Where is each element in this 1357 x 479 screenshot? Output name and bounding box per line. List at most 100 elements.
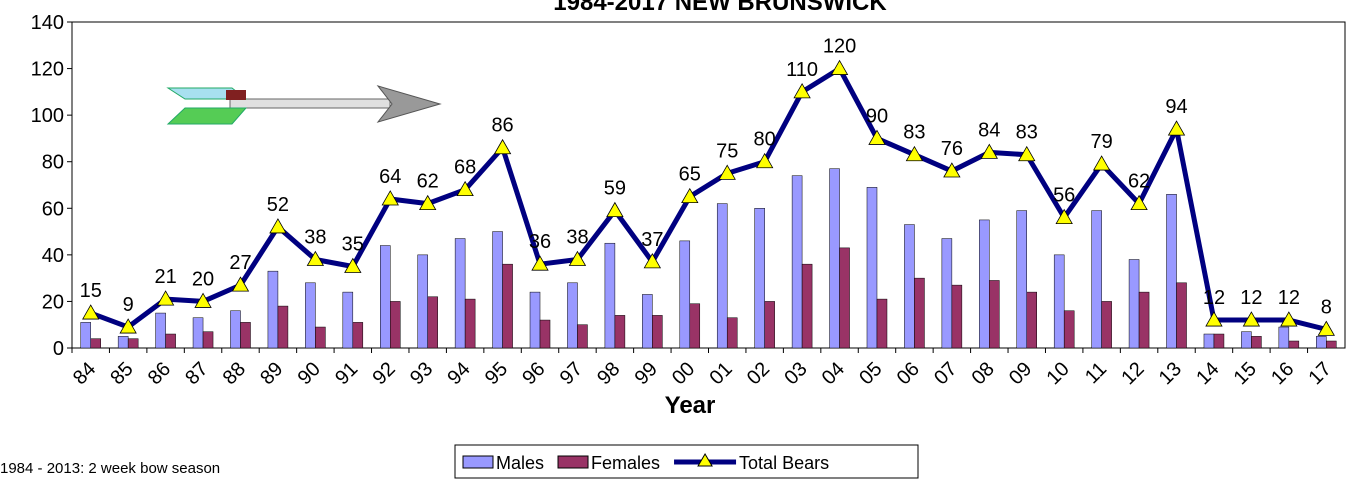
legend-label: Total Bears — [739, 453, 829, 473]
line-marker — [1280, 311, 1298, 327]
data-label: 12 — [1240, 287, 1262, 309]
bar — [427, 296, 438, 349]
data-label: 20 — [192, 268, 214, 290]
line-marker — [793, 83, 811, 99]
bar — [726, 317, 738, 349]
line-marker — [1205, 311, 1223, 327]
x-tick-label: 01 — [705, 358, 736, 389]
line-marker — [156, 290, 175, 306]
x-tick-label: 97 — [556, 358, 587, 389]
data-label: 56 — [1053, 185, 1075, 207]
data-label: 65 — [679, 164, 701, 186]
x-tick-label: 89 — [256, 358, 287, 389]
bar — [989, 280, 1000, 349]
line-marker — [119, 318, 137, 334]
line-marker — [231, 276, 250, 292]
line-marker — [1317, 320, 1335, 336]
data-label: 79 — [1091, 131, 1113, 153]
bar — [539, 319, 551, 349]
arrow-decoration — [166, 85, 442, 125]
legend-label: Males — [496, 453, 544, 473]
x-tick-label: 17 — [1305, 358, 1336, 389]
bar — [941, 238, 953, 349]
bar — [716, 203, 728, 349]
x-tick-label: 85 — [106, 358, 137, 389]
data-label: 83 — [903, 122, 925, 144]
bar — [1316, 336, 1327, 349]
line-marker — [381, 190, 399, 206]
y-tick-label: 80 — [42, 152, 64, 174]
legend-marker — [697, 453, 713, 467]
bar — [80, 322, 91, 349]
data-label: 62 — [1128, 171, 1150, 193]
legend: Males Females Total Bears — [454, 444, 919, 479]
line-marker — [755, 152, 774, 169]
x-tick-label: 08 — [968, 358, 999, 389]
line — [89, 66, 1327, 332]
data-label: 110 — [786, 59, 818, 81]
x-tick-label: 94 — [443, 358, 474, 389]
data-label: 59 — [604, 178, 626, 200]
line-marker — [681, 187, 699, 204]
bar — [866, 187, 878, 349]
data-label: 80 — [754, 129, 776, 151]
bar — [390, 301, 401, 349]
bar — [1026, 291, 1037, 349]
bar — [117, 336, 129, 349]
x-tick-label: 86 — [144, 358, 175, 389]
bar — [914, 277, 925, 349]
x-tick-label: 14 — [1192, 358, 1223, 389]
bar — [1016, 210, 1027, 349]
y-tick-label: 40 — [42, 245, 64, 267]
bar — [689, 303, 701, 349]
x-tick-label: 07 — [930, 358, 961, 389]
line-marker — [344, 257, 362, 273]
x-tick-label: 96 — [518, 358, 549, 389]
legend-swatch — [557, 455, 589, 469]
x-tick-label: 12 — [1117, 358, 1148, 389]
x-tick-label: 02 — [743, 358, 774, 389]
bar — [1251, 336, 1262, 349]
data-label: 37 — [641, 229, 663, 251]
bar — [277, 305, 289, 349]
data-label: 12 — [1278, 287, 1300, 309]
bar — [1213, 333, 1225, 349]
data-label: 38 — [566, 227, 588, 249]
y-tick-label: 60 — [42, 198, 64, 220]
x-tick-label: 11 — [1081, 358, 1111, 388]
x-tick-label: 90 — [294, 358, 325, 389]
bar — [502, 263, 513, 349]
bar — [1063, 310, 1075, 349]
bar — [791, 175, 803, 349]
bar — [230, 310, 241, 349]
data-label: 64 — [379, 166, 401, 188]
data-label: 68 — [454, 157, 476, 179]
line-marker — [269, 218, 287, 234]
y-tick-label: 140 — [31, 12, 64, 34]
bar — [1288, 340, 1300, 349]
x-tick-label: 88 — [219, 358, 250, 389]
data-label: 52 — [267, 194, 289, 216]
line-marker — [718, 164, 736, 180]
line-marker — [493, 138, 512, 155]
bar — [464, 298, 476, 349]
bar — [839, 247, 850, 349]
line-marker — [82, 304, 100, 320]
data-label: 86 — [491, 115, 513, 137]
line-marker — [868, 129, 886, 145]
bar — [604, 242, 616, 349]
bar — [417, 254, 428, 349]
data-label: 27 — [229, 252, 251, 274]
bar — [165, 333, 176, 349]
line-marker — [1130, 194, 1148, 211]
x-axis-title: Year — [665, 392, 716, 419]
x-tick-label: 98 — [593, 358, 624, 389]
legend-label: Females — [591, 453, 660, 473]
bar — [951, 284, 963, 349]
bar — [829, 168, 840, 349]
line-marker — [306, 250, 325, 266]
line-marker — [643, 253, 662, 269]
line-marker — [419, 194, 437, 211]
x-tick-label: 04 — [818, 358, 849, 389]
